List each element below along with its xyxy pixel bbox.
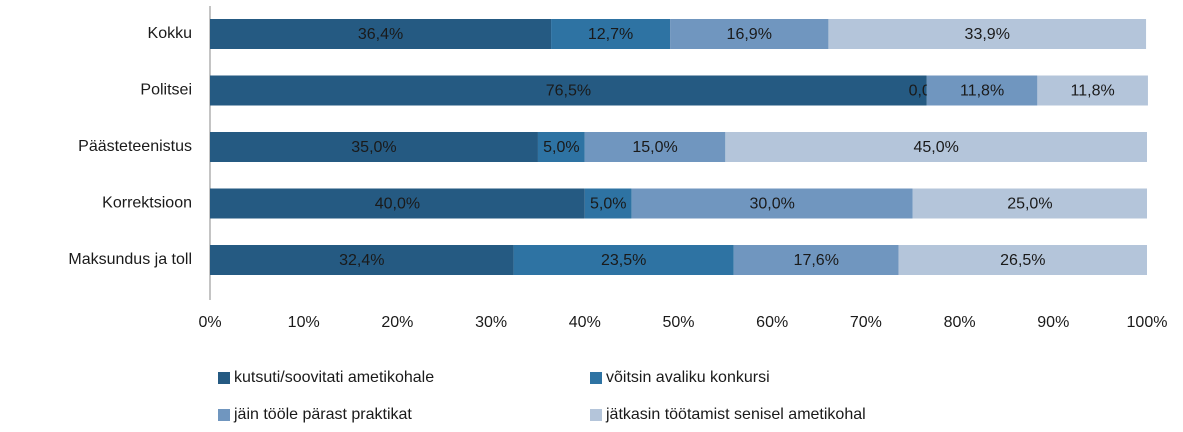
bar-segment (1037, 75, 1148, 106)
value-label: 5,0% (590, 196, 626, 213)
value-label: 15,0% (632, 139, 677, 156)
x-tick-label: 0% (198, 314, 221, 331)
legend-swatch (590, 372, 602, 384)
legend-label: võitsin avaliku konkursi (606, 369, 770, 386)
x-tick-label: 70% (850, 314, 882, 331)
value-label: 16,9% (727, 26, 772, 43)
bar-segment (912, 188, 1147, 219)
bar-segment (631, 188, 913, 219)
bar-segment (926, 75, 1038, 106)
value-label: 36,4% (358, 26, 403, 43)
y-tick-label: Kokku (148, 25, 192, 42)
x-tick-label: 90% (1037, 314, 1069, 331)
bar-segment (210, 132, 538, 162)
x-tick-label: 50% (662, 314, 694, 331)
bar-segment (537, 132, 585, 162)
x-tick-label: 40% (569, 314, 601, 331)
bar-segment (828, 19, 1147, 49)
value-label: 76,5% (546, 83, 591, 100)
value-label: 5,0% (543, 139, 579, 156)
legend-swatch (590, 409, 602, 421)
value-label: 35,0% (351, 139, 396, 156)
x-tick-label: 80% (944, 314, 976, 331)
value-label: 17,6% (794, 252, 839, 269)
x-tick-label: 10% (288, 314, 320, 331)
bar-segment (513, 245, 734, 275)
value-label: 32,4% (339, 252, 384, 269)
bar-segment (210, 188, 585, 219)
bar-segment (725, 132, 1147, 162)
legend-swatch (218, 372, 230, 384)
y-tick-label: Politsei (140, 82, 192, 99)
value-label: 26,5% (1000, 252, 1045, 269)
bar-segment (898, 245, 1147, 275)
y-tick-label: Maksundus ja toll (68, 251, 192, 268)
value-label: 45,0% (913, 139, 958, 156)
legend-label: kutsuti/soovitati ametikohale (234, 369, 434, 386)
bar-segment (584, 132, 726, 162)
bar-segment (210, 245, 514, 275)
y-tick-label: Korrektsioon (102, 195, 192, 212)
value-label: 12,7% (588, 26, 633, 43)
value-label: 33,9% (965, 26, 1010, 43)
x-tick-label: 30% (475, 314, 507, 331)
y-tick-label: Päästeteenistus (78, 138, 192, 155)
value-label: 40,0% (375, 196, 420, 213)
legend-swatch (218, 409, 230, 421)
value-label: 25,0% (1007, 196, 1052, 213)
x-tick-label: 60% (756, 314, 788, 331)
bar-segment (733, 245, 899, 275)
bar-segment (584, 188, 632, 219)
bar-segment (551, 19, 671, 49)
x-tick-label: 100% (1127, 314, 1168, 331)
value-label: 11,8% (1071, 83, 1115, 100)
bar-segment (210, 19, 552, 49)
bar-segment (670, 19, 829, 49)
x-tick-label: 20% (381, 314, 413, 331)
value-label: 30,0% (750, 196, 795, 213)
bar-segment (210, 75, 927, 106)
value-label: 23,5% (601, 252, 646, 269)
legend-label: jätkasin töötamist senisel ametikohal (605, 406, 866, 423)
legend-label: jäin tööle pärast praktikat (233, 406, 412, 423)
value-label: 11,8% (960, 83, 1004, 100)
